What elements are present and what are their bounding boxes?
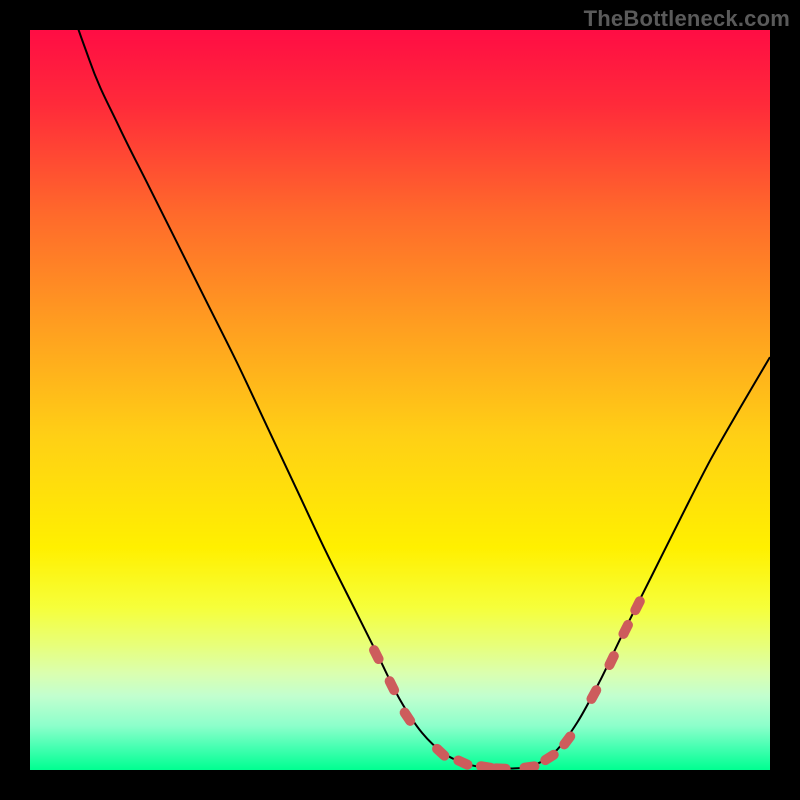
watermark-text: TheBottleneck.com xyxy=(584,6,790,32)
highlight-marker xyxy=(490,763,510,770)
gradient-background xyxy=(30,30,770,770)
plot-area xyxy=(30,30,770,770)
figure-root: TheBottleneck.com xyxy=(0,0,800,800)
bottleneck-chart xyxy=(30,30,770,770)
